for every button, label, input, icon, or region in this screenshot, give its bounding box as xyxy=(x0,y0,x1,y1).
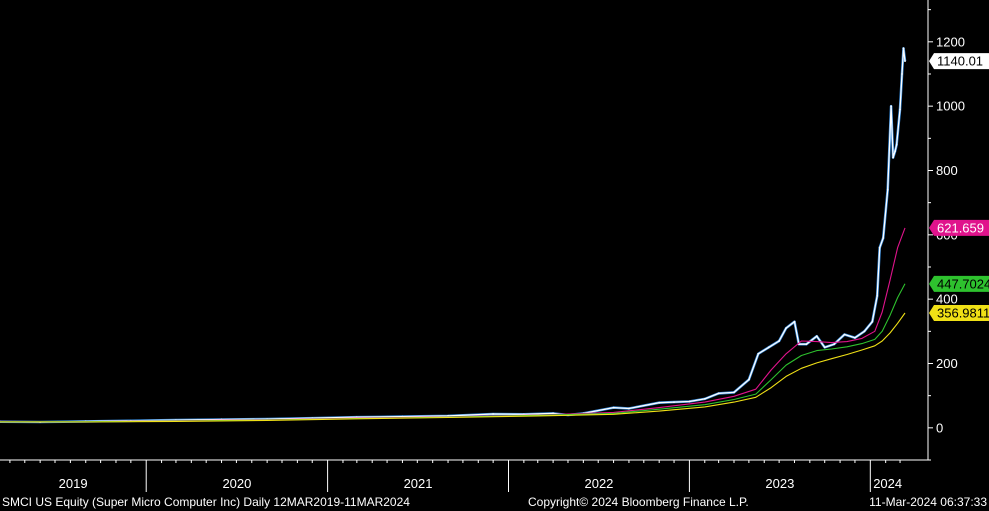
last-value-label-text: 356.9811 xyxy=(937,305,989,320)
last-value-labels-group: 1140.01 621.659 447.7024 356.9811 xyxy=(929,53,989,321)
price-point xyxy=(871,320,874,323)
y-tick-label: 1000 xyxy=(936,99,965,114)
price-point xyxy=(894,150,896,153)
price-point xyxy=(815,335,818,338)
last-value-label-ma_green: 447.7024 xyxy=(929,275,989,292)
last-value-label-bg xyxy=(929,304,989,321)
price-point xyxy=(876,295,879,297)
copyright-text: Copyright© 2024 Bloomberg Finance L.P. xyxy=(528,495,749,509)
last-value-label-text: 621.659 xyxy=(937,220,984,235)
axes-group: 0200400600800100012002019202020212022202… xyxy=(0,0,965,492)
price-point xyxy=(901,73,903,75)
price-point xyxy=(863,330,866,333)
price-point xyxy=(793,320,796,323)
moving-average-group xyxy=(0,227,906,423)
price-point xyxy=(895,143,898,146)
last-value-label-ma_magenta: 621.659 xyxy=(929,219,989,236)
x-tick-label: 2021 xyxy=(404,476,433,491)
price-point xyxy=(628,407,630,410)
y-tick-label: 800 xyxy=(936,163,958,178)
price-point xyxy=(805,343,808,346)
y-tick-label: 400 xyxy=(936,292,958,307)
price-point xyxy=(673,401,675,403)
x-tick-label: 2019 xyxy=(59,476,88,491)
price-point xyxy=(733,391,735,394)
last-value-label-price: 1140.01 xyxy=(929,53,989,70)
last-value-label-ma_yellow: 356.9811 xyxy=(929,304,989,321)
last-value-label-bg xyxy=(929,219,989,236)
price-series-group xyxy=(0,46,907,424)
x-tick-label: 2020 xyxy=(222,476,251,491)
price-point xyxy=(748,378,750,381)
price-point xyxy=(886,188,889,191)
last-value-label-bg xyxy=(929,275,989,292)
price-point xyxy=(688,400,691,403)
price-point xyxy=(658,401,661,404)
price-point xyxy=(552,412,554,415)
timestamp: 11-Mar-2024 06:37:33 xyxy=(869,495,987,509)
price-point xyxy=(890,105,892,108)
price-point xyxy=(785,327,787,329)
price-point xyxy=(904,60,906,62)
price-point xyxy=(878,246,881,249)
price-point xyxy=(833,343,835,346)
price-point xyxy=(612,406,615,409)
price-point xyxy=(882,237,885,239)
price-point xyxy=(843,333,846,336)
x-tick-label: 2022 xyxy=(584,476,613,491)
price-point xyxy=(854,336,856,339)
price-point xyxy=(767,346,770,349)
y-tick-label: 200 xyxy=(936,356,958,371)
price-point xyxy=(823,346,826,349)
price-point xyxy=(902,47,905,50)
y-tick-label: 1200 xyxy=(936,34,965,49)
price-point xyxy=(892,156,894,159)
price-point xyxy=(757,352,760,355)
series-line-ma_yellow xyxy=(0,312,906,423)
price-point xyxy=(703,398,706,400)
x-tick-label: 2023 xyxy=(765,476,794,491)
ticker-description: SMCI US Equity (Super Micro Computer Inc… xyxy=(2,495,410,509)
last-value-label-bg xyxy=(929,53,989,70)
price-point xyxy=(899,108,901,111)
price-point xyxy=(778,340,780,342)
price-point xyxy=(717,392,720,395)
last-value-label-text: 1140.01 xyxy=(937,54,983,69)
last-value-label-text: 447.7024 xyxy=(937,276,989,291)
price-point xyxy=(492,413,494,415)
y-tick-label: 0 xyxy=(936,420,943,435)
x-tick-label: 2024 xyxy=(873,476,902,491)
